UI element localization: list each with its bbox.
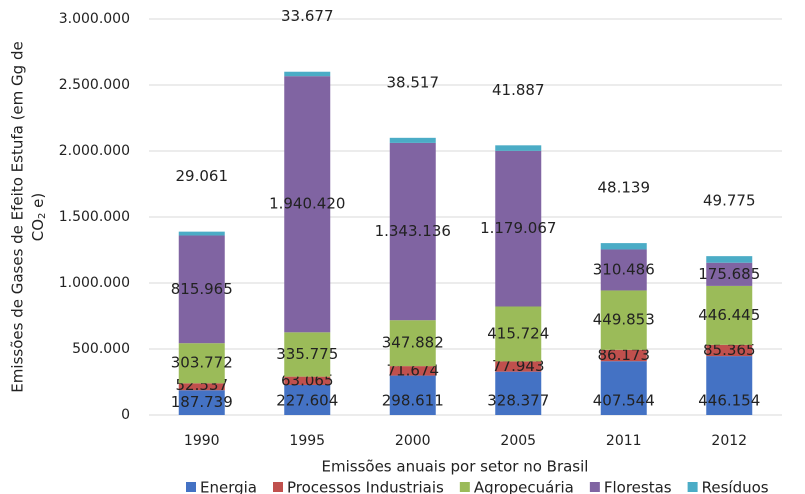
bar-segment [389, 375, 436, 415]
legend-label: Resíduos [702, 479, 769, 494]
bar-segment [284, 76, 331, 333]
bar-segment [495, 150, 542, 307]
data-label: 446.445 [698, 306, 760, 324]
y-axis-label: Emissões de Gases de Efeito Estufa (em G… [9, 41, 49, 392]
bar-segment [706, 285, 753, 345]
x-axis-label: Emissões anuais por setor no Brasil [322, 458, 589, 476]
data-label: 86.173 [598, 346, 651, 364]
data-label: 310.486 [593, 260, 655, 278]
bar-segment [706, 256, 753, 263]
y-axis-label-line: Emissões de Gases de Efeito Estufa (em G… [9, 41, 27, 392]
y-axis-label-sub: 2 [37, 213, 48, 219]
bar-segment [495, 306, 542, 362]
bar-segment [284, 71, 331, 77]
data-label: 41.887 [492, 81, 545, 99]
bar-segment [495, 361, 542, 372]
data-label: 77.943 [492, 357, 545, 375]
bar-segment [600, 349, 647, 362]
data-label: 446.154 [698, 392, 760, 410]
legend-label: Agropecuária [474, 479, 574, 494]
legend: Energia Processos Industriais Agropecuária… [186, 479, 769, 494]
bar-segment [389, 320, 436, 367]
bar-segment [178, 390, 225, 415]
x-tick-label: 1995 [289, 433, 325, 449]
data-label: 449.853 [593, 311, 655, 329]
bar-segment [389, 142, 436, 321]
data-label: 815.965 [171, 280, 233, 298]
bar-segment [600, 243, 647, 250]
bar-segment [706, 356, 753, 415]
legend-swatch [589, 482, 600, 492]
data-label: 49.775 [703, 192, 756, 210]
legend-label: Energia [200, 479, 257, 494]
bar-segment [389, 137, 436, 143]
x-tick-label: 2012 [711, 433, 747, 449]
y-axis-label-part: e) [29, 193, 47, 213]
data-label: 1.343.136 [375, 222, 451, 240]
y-tick-label: 1.500.000 [59, 209, 130, 225]
x-tick-label: 2011 [606, 433, 642, 449]
data-label: 1.940.420 [269, 195, 345, 213]
data-label: 175.685 [698, 265, 760, 283]
data-label: 29.061 [176, 167, 229, 185]
data-label: 407.544 [593, 392, 655, 410]
y-axis-label-line: CO2 e) [29, 193, 49, 242]
bar-segment [495, 145, 542, 151]
bar-segment [284, 332, 331, 377]
data-label: 38.517 [387, 73, 440, 91]
bar-segment [178, 235, 225, 344]
y-tick-label: 2.000.000 [59, 143, 130, 159]
y-tick-label: 0 [121, 407, 130, 423]
bar-segment [600, 290, 647, 350]
bar-segment [178, 343, 225, 384]
data-label: 1.179.067 [480, 219, 556, 237]
data-label: 415.724 [487, 324, 549, 342]
data-label: 187.739 [171, 393, 233, 411]
bar-segment [389, 366, 436, 376]
data-label: 33.677 [281, 7, 334, 25]
legend-swatch [186, 482, 196, 492]
y-tick-label: 2.500.000 [59, 77, 130, 93]
data-label: 347.882 [382, 334, 444, 352]
data-label: 85.365 [703, 341, 756, 359]
data-label: 298.611 [382, 392, 444, 410]
bar-segment [600, 249, 647, 291]
data-label: 335.775 [276, 345, 338, 363]
bar-segment [495, 371, 542, 415]
y-tick-label: 500.000 [72, 341, 130, 357]
legend-swatch [687, 482, 698, 492]
bar-segment [600, 361, 647, 415]
bar-segment [284, 376, 331, 385]
bar-segment [284, 384, 331, 415]
legend-label: Florestas [604, 479, 672, 494]
y-tick-label: 1.000.000 [59, 275, 130, 291]
x-tick-label: 2005 [500, 433, 536, 449]
data-label: 227.604 [276, 392, 338, 410]
y-tick-label: 3.000.000 [59, 11, 130, 27]
x-tick-label: 1990 [184, 433, 220, 449]
bar-segment [706, 344, 753, 357]
x-tick-label: 2000 [395, 433, 431, 449]
legend-swatch [459, 482, 470, 492]
y-axis-label-part: CO [29, 219, 47, 241]
legend-swatch [273, 482, 283, 492]
bar-segment [706, 262, 753, 286]
data-label: 328.377 [487, 392, 549, 410]
bar-segment [178, 383, 225, 391]
data-label: 48.139 [598, 179, 651, 197]
bar-segment [178, 231, 225, 236]
data-label: 303.772 [171, 354, 233, 372]
legend-label: Processos Industriais [287, 479, 444, 494]
